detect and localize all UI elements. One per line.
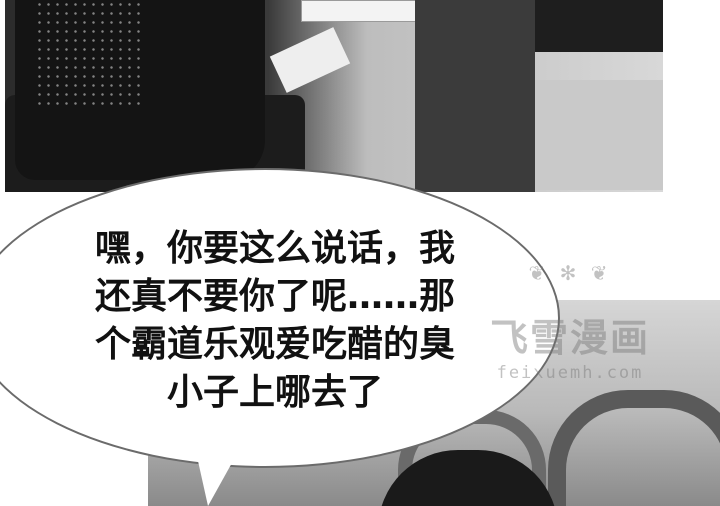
speech-bubble-tail	[196, 452, 238, 506]
watermark-name: 飞雪漫画	[489, 316, 650, 360]
speech-bubble	[0, 168, 560, 468]
sequin-jacket-pattern	[35, 0, 145, 110]
standing-man-figure	[415, 0, 535, 192]
watermark-ornament-icon: ❦ ✻ ❦	[528, 261, 612, 285]
watermark-url: feixuemh.com	[496, 363, 644, 383]
television	[515, 0, 663, 52]
dialogue-line: 个霸道乐观爱吃醋的臭	[94, 324, 455, 365]
top-comic-panel	[5, 0, 663, 192]
document-being-handed	[269, 27, 351, 93]
dialogue-line: 小子上哪去了	[166, 372, 383, 413]
speech-bubble-text: 嘿，你要这么说话，我 还真不要你了呢……那 个霸道乐观爱吃醋的臭 小子上哪去了	[40, 225, 510, 417]
dialogue-line: 嘿，你要这么说话，我	[94, 228, 455, 269]
site-watermark: ❦ ✻ ❦ 飞雪漫画 feixuemh.com	[450, 262, 690, 422]
dialogue-line: 还真不要你了呢……那	[94, 276, 455, 317]
